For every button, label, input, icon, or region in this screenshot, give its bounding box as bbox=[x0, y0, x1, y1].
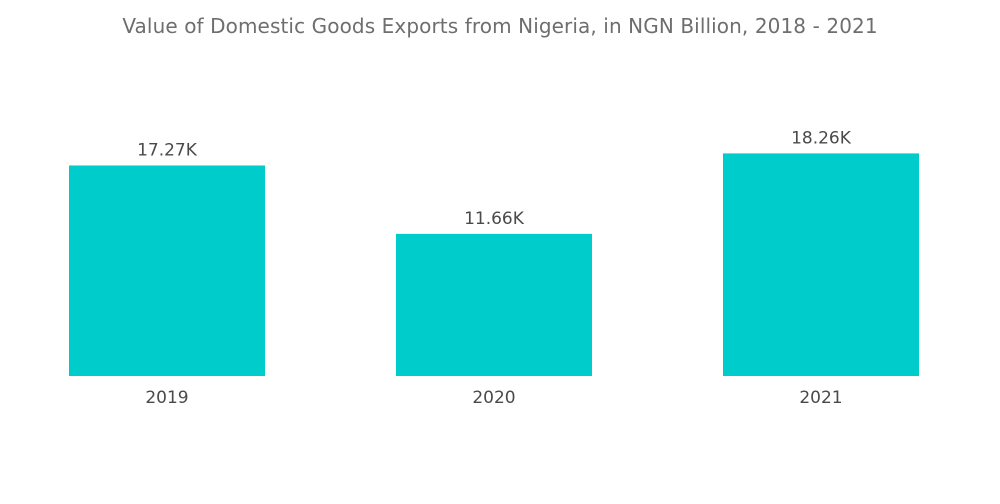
data-label-2021: 18.26K bbox=[791, 128, 852, 148]
value-label-group: 17.27K 11.66K 18.26K bbox=[137, 128, 852, 228]
bar-2021 bbox=[723, 153, 919, 376]
data-label-2019: 17.27K bbox=[137, 140, 198, 160]
x-tick-label-2021: 2021 bbox=[799, 388, 842, 408]
bar-2020 bbox=[396, 233, 592, 376]
x-tick-label-2019: 2019 bbox=[145, 388, 188, 408]
data-label-2020: 11.66K bbox=[464, 209, 525, 229]
chart-title: Value of Domestic Goods Exports from Nig… bbox=[122, 14, 878, 38]
x-tick-label-group: 2019 2020 2021 bbox=[145, 388, 842, 408]
x-tick-label-2020: 2020 bbox=[472, 388, 515, 408]
bar-2019 bbox=[69, 165, 265, 376]
bar-group bbox=[69, 153, 919, 376]
